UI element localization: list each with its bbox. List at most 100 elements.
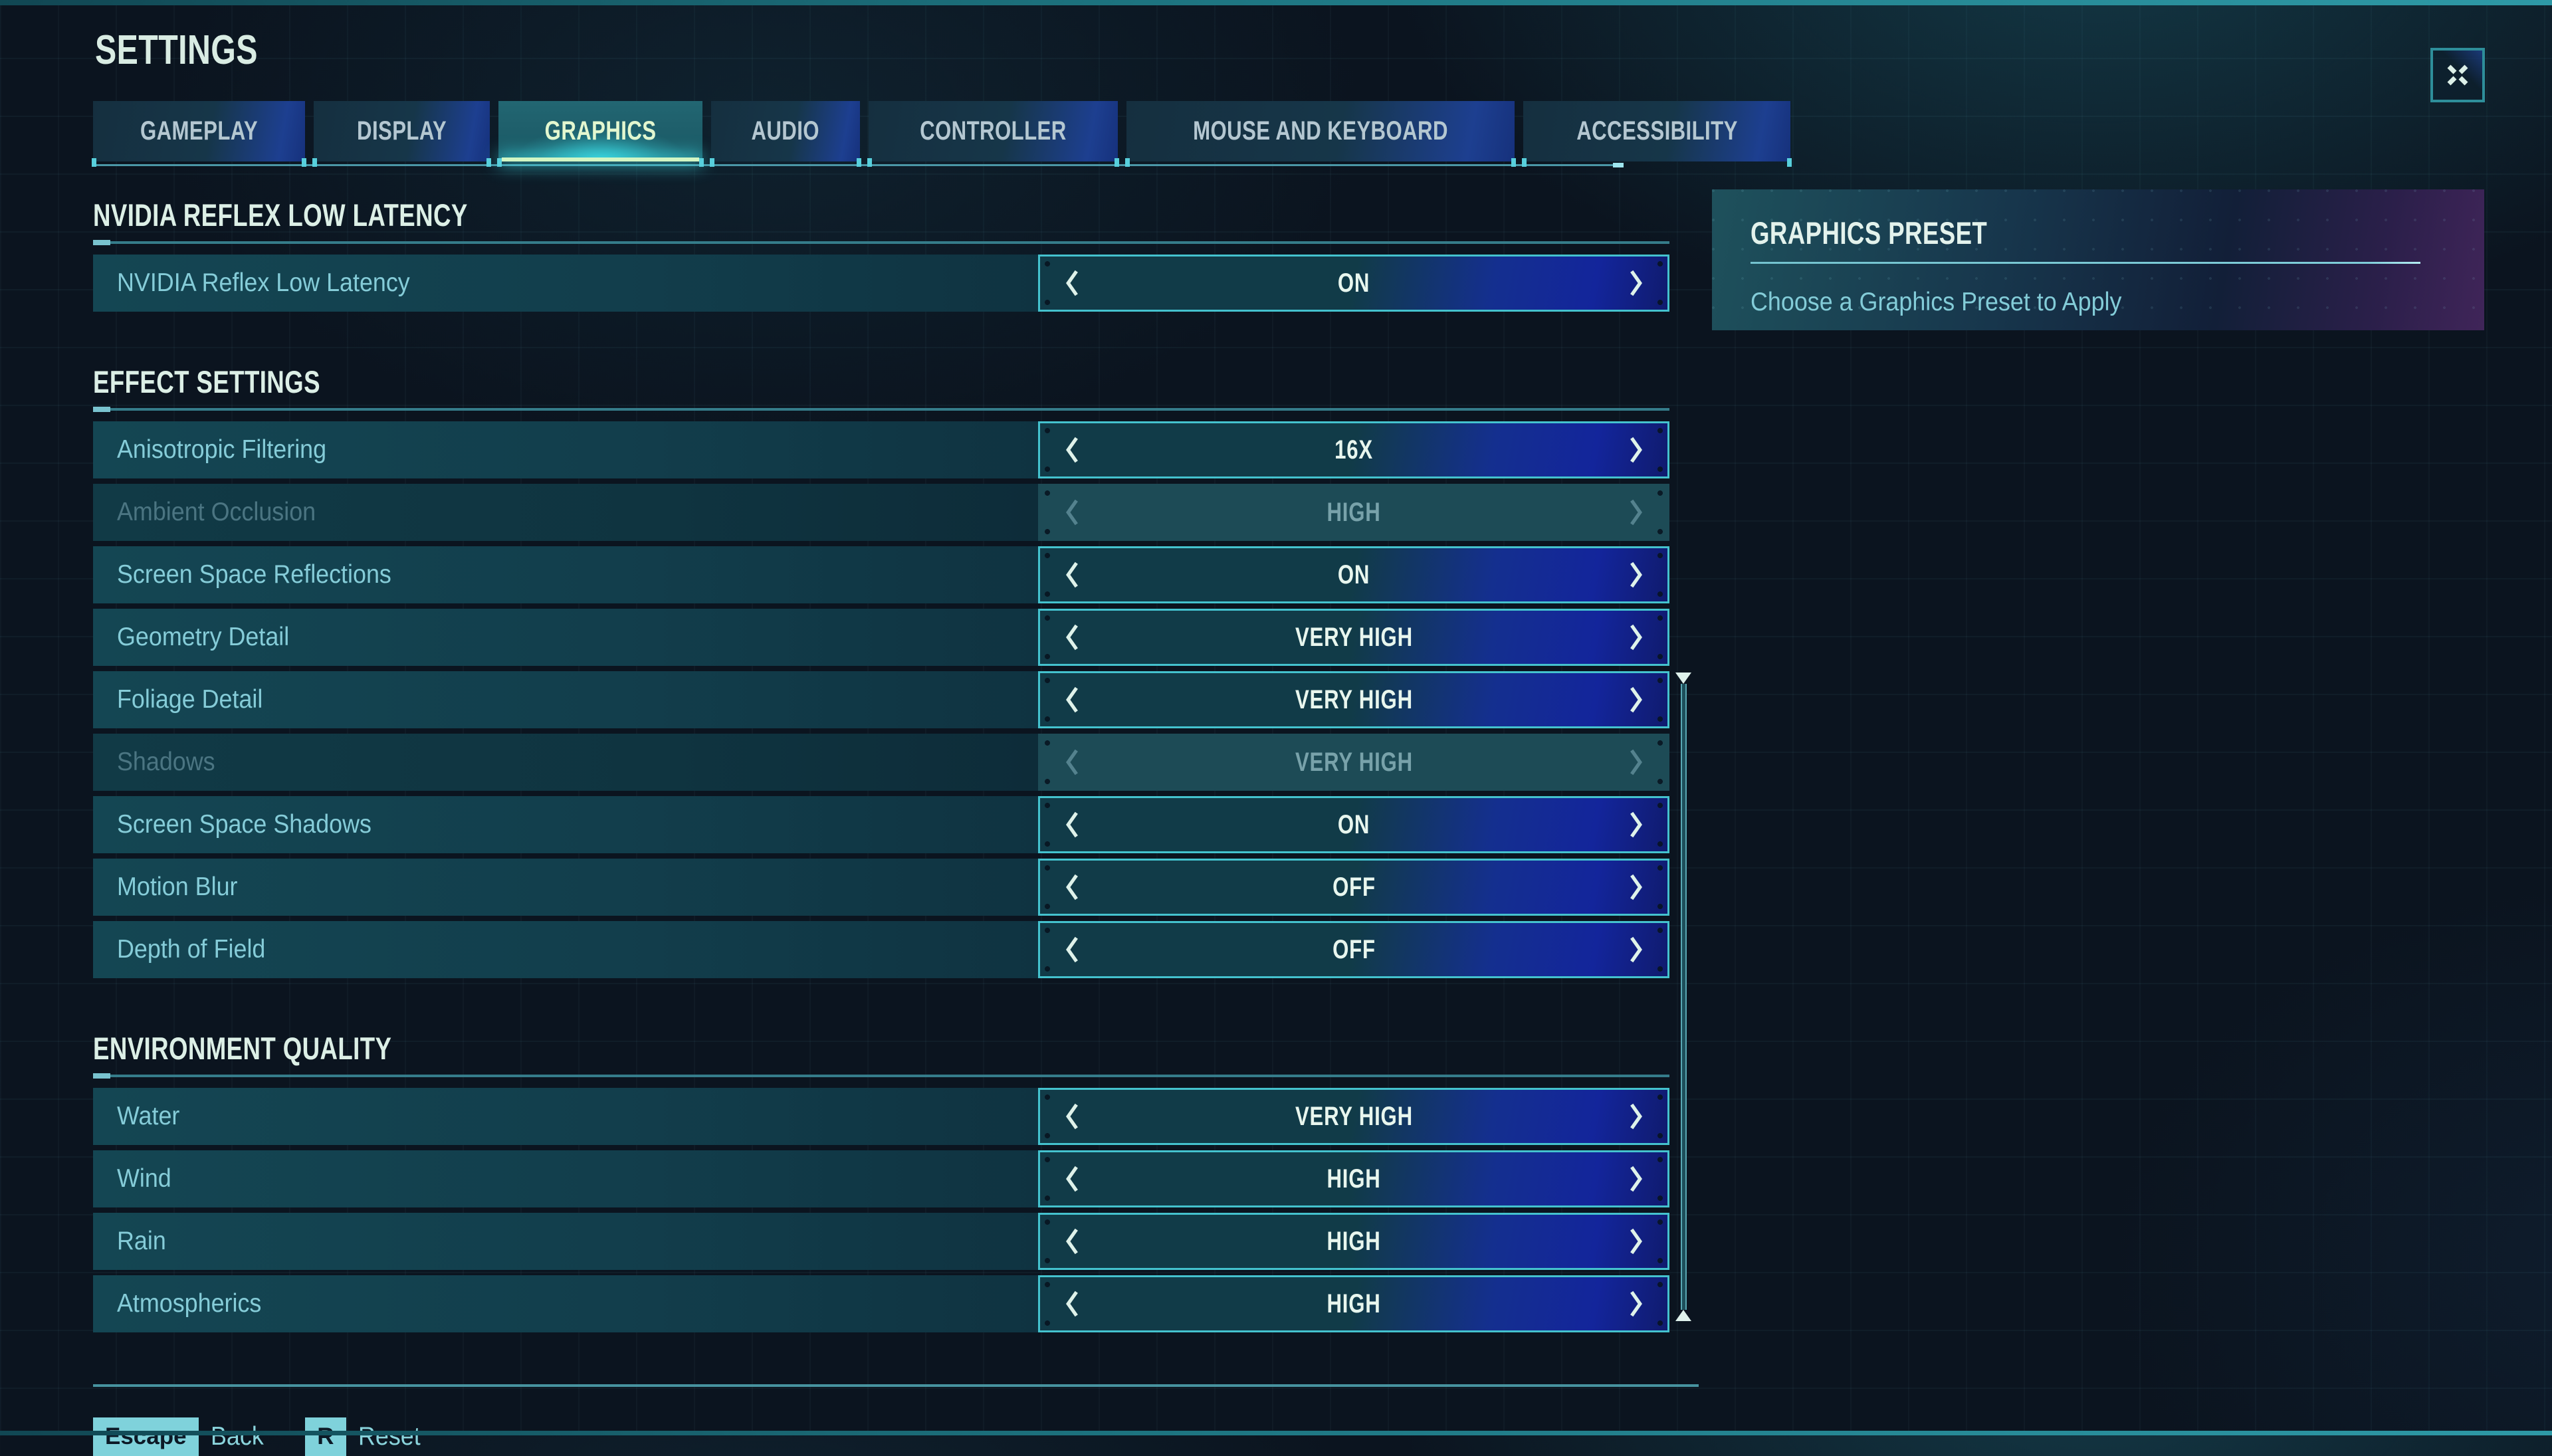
key-badge-escape[interactable]: Escape xyxy=(93,1417,199,1456)
value-water: VERY HIGH xyxy=(1104,1102,1604,1132)
setting-row-motion-blur[interactable]: Motion Blur OFF xyxy=(93,859,1669,916)
scrollbar-thumb[interactable] xyxy=(1680,684,1687,1310)
chevron-right-icon xyxy=(1630,936,1642,963)
setting-label: Rain xyxy=(93,1213,1038,1270)
setting-row-screen-space-reflections[interactable]: Screen Space Reflections ON xyxy=(93,546,1669,603)
tab-mouse-and-keyboard[interactable]: MOUSE AND KEYBOARD xyxy=(1124,101,1516,167)
scrollbar[interactable] xyxy=(1675,673,1691,1321)
increase-water-button[interactable] xyxy=(1604,1090,1667,1143)
decrease-nvidia-reflex-low-latency-button[interactable] xyxy=(1040,257,1104,310)
value-selector-water[interactable]: VERY HIGH xyxy=(1038,1088,1669,1145)
tab-corner-tick xyxy=(856,158,861,167)
setting-row-ambient-occlusion[interactable]: Ambient Occlusion HIGH xyxy=(93,484,1669,541)
decrease-motion-blur-button[interactable] xyxy=(1040,861,1104,914)
collapse-button[interactable] xyxy=(2430,48,2485,102)
chevron-right-icon xyxy=(1630,1291,1642,1317)
tab-label: GRAPHICS xyxy=(544,116,657,146)
chevron-right-icon xyxy=(1630,270,1642,296)
increase-wind-button[interactable] xyxy=(1604,1152,1667,1205)
increase-rain-button[interactable] xyxy=(1604,1215,1667,1268)
value-selector-screen-space-reflections[interactable]: ON xyxy=(1038,546,1669,603)
section-nvidia-reflex-low-latency: NVIDIA REFLEX LOW LATENCY NVIDIA Reflex L… xyxy=(93,197,1669,312)
value-selector-atmospherics[interactable]: HIGH xyxy=(1038,1275,1669,1332)
key-badge-r[interactable]: R xyxy=(305,1417,346,1456)
value-text: VERY HIGH xyxy=(1295,622,1413,652)
decrease-rain-button[interactable] xyxy=(1040,1215,1104,1268)
decrease-screen-space-reflections-button[interactable] xyxy=(1040,548,1104,601)
value-selector-depth-of-field[interactable]: OFF xyxy=(1038,921,1669,978)
decrease-atmospherics-button[interactable] xyxy=(1040,1277,1104,1330)
increase-anisotropic-filtering-button[interactable] xyxy=(1604,423,1667,476)
scrollbar-bottom-arrow-icon[interactable] xyxy=(1675,1310,1691,1321)
bottom-edge-accent xyxy=(0,1431,2552,1435)
decrease-geometry-detail-button[interactable] xyxy=(1040,611,1104,664)
preset-panel-title: GRAPHICS PRESET xyxy=(1751,215,1988,251)
chevron-right-icon xyxy=(1630,749,1642,776)
decrease-screen-space-shadows-button[interactable] xyxy=(1040,798,1104,851)
setting-row-rain[interactable]: Rain HIGH xyxy=(93,1213,1669,1270)
increase-screen-space-reflections-button[interactable] xyxy=(1604,548,1667,601)
tab-controller[interactable]: CONTROLLER xyxy=(867,101,1119,167)
setting-row-water[interactable]: Water VERY HIGH xyxy=(93,1088,1669,1145)
setting-row-nvidia-reflex-low-latency[interactable]: NVIDIA Reflex Low Latency ON xyxy=(93,255,1669,312)
setting-label-text: Water xyxy=(117,1102,180,1130)
value-selector-geometry-detail[interactable]: VERY HIGH xyxy=(1038,609,1669,666)
tab-accessibility[interactable]: ACCESSIBILITY xyxy=(1521,101,1792,167)
value-selector-anisotropic-filtering[interactable]: 16X xyxy=(1038,421,1669,478)
tab-corner-tick xyxy=(1511,158,1516,167)
increase-nvidia-reflex-low-latency-button[interactable] xyxy=(1604,257,1667,310)
setting-label: Screen Space Shadows xyxy=(93,796,1038,853)
value-selector-rain[interactable]: HIGH xyxy=(1038,1213,1669,1270)
value-selector-nvidia-reflex-low-latency[interactable]: ON xyxy=(1038,255,1669,312)
chevron-right-icon xyxy=(1630,686,1642,713)
decrease-depth-of-field-button[interactable] xyxy=(1040,923,1104,976)
decrease-shadows-button xyxy=(1040,736,1104,789)
decrease-water-button[interactable] xyxy=(1040,1090,1104,1143)
setting-row-depth-of-field[interactable]: Depth of Field OFF xyxy=(93,921,1669,978)
chevron-right-icon xyxy=(1630,811,1642,838)
increase-shadows-button xyxy=(1604,736,1667,789)
tab-label: DISPLAY xyxy=(357,116,447,146)
hint-reset[interactable]: Reset xyxy=(358,1422,421,1451)
decrease-anisotropic-filtering-button[interactable] xyxy=(1040,423,1104,476)
increase-atmospherics-button[interactable] xyxy=(1604,1277,1667,1330)
increase-screen-space-shadows-button[interactable] xyxy=(1604,798,1667,851)
value-motion-blur: OFF xyxy=(1104,873,1604,902)
value-selector-screen-space-shadows[interactable]: ON xyxy=(1038,796,1669,853)
tab-audio[interactable]: AUDIO xyxy=(710,101,861,167)
tab-graphics[interactable]: GRAPHICS xyxy=(497,101,704,167)
increase-motion-blur-button[interactable] xyxy=(1604,861,1667,914)
setting-row-shadows[interactable]: Shadows VERY HIGH xyxy=(93,734,1669,791)
tab-corner-tick xyxy=(312,158,318,167)
setting-label-text: NVIDIA Reflex Low Latency xyxy=(117,268,410,297)
chevron-left-icon xyxy=(1065,270,1078,296)
tab-corner-tick xyxy=(699,158,704,167)
chevron-left-icon xyxy=(1065,1228,1078,1255)
value-selector-wind[interactable]: HIGH xyxy=(1038,1150,1669,1207)
setting-row-wind[interactable]: Wind HIGH xyxy=(93,1150,1669,1207)
decrease-wind-button[interactable] xyxy=(1040,1152,1104,1205)
tab-corner-tick xyxy=(1787,158,1792,167)
setting-row-screen-space-shadows[interactable]: Screen Space Shadows ON xyxy=(93,796,1669,853)
increase-foliage-detail-button[interactable] xyxy=(1604,673,1667,726)
setting-row-atmospherics[interactable]: Atmospherics HIGH xyxy=(93,1275,1669,1332)
setting-row-anisotropic-filtering[interactable]: Anisotropic Filtering 16X xyxy=(93,421,1669,478)
value-text: ON xyxy=(1337,560,1370,589)
tab-label: ACCESSIBILITY xyxy=(1576,116,1738,146)
decrease-foliage-detail-button[interactable] xyxy=(1040,673,1104,726)
tab-label: CONTROLLER xyxy=(919,116,1067,146)
scrollbar-top-arrow-icon[interactable] xyxy=(1675,673,1691,684)
tab-display[interactable]: DISPLAY xyxy=(312,101,492,167)
value-selector-motion-blur[interactable]: OFF xyxy=(1038,859,1669,916)
chevron-left-icon xyxy=(1065,1291,1078,1317)
increase-depth-of-field-button[interactable] xyxy=(1604,923,1667,976)
value-selector-foliage-detail[interactable]: VERY HIGH xyxy=(1038,671,1669,728)
hint-back[interactable]: Back xyxy=(210,1422,264,1451)
value-selector-shadows[interactable]: VERY HIGH xyxy=(1038,734,1669,791)
tab-corner-tick xyxy=(1521,158,1527,167)
increase-geometry-detail-button[interactable] xyxy=(1604,611,1667,664)
value-selector-ambient-occlusion[interactable]: HIGH xyxy=(1038,484,1669,541)
setting-row-geometry-detail[interactable]: Geometry Detail VERY HIGH xyxy=(93,609,1669,666)
tab-gameplay[interactable]: GAMEPLAY xyxy=(92,101,307,167)
setting-row-foliage-detail[interactable]: Foliage Detail VERY HIGH xyxy=(93,671,1669,728)
